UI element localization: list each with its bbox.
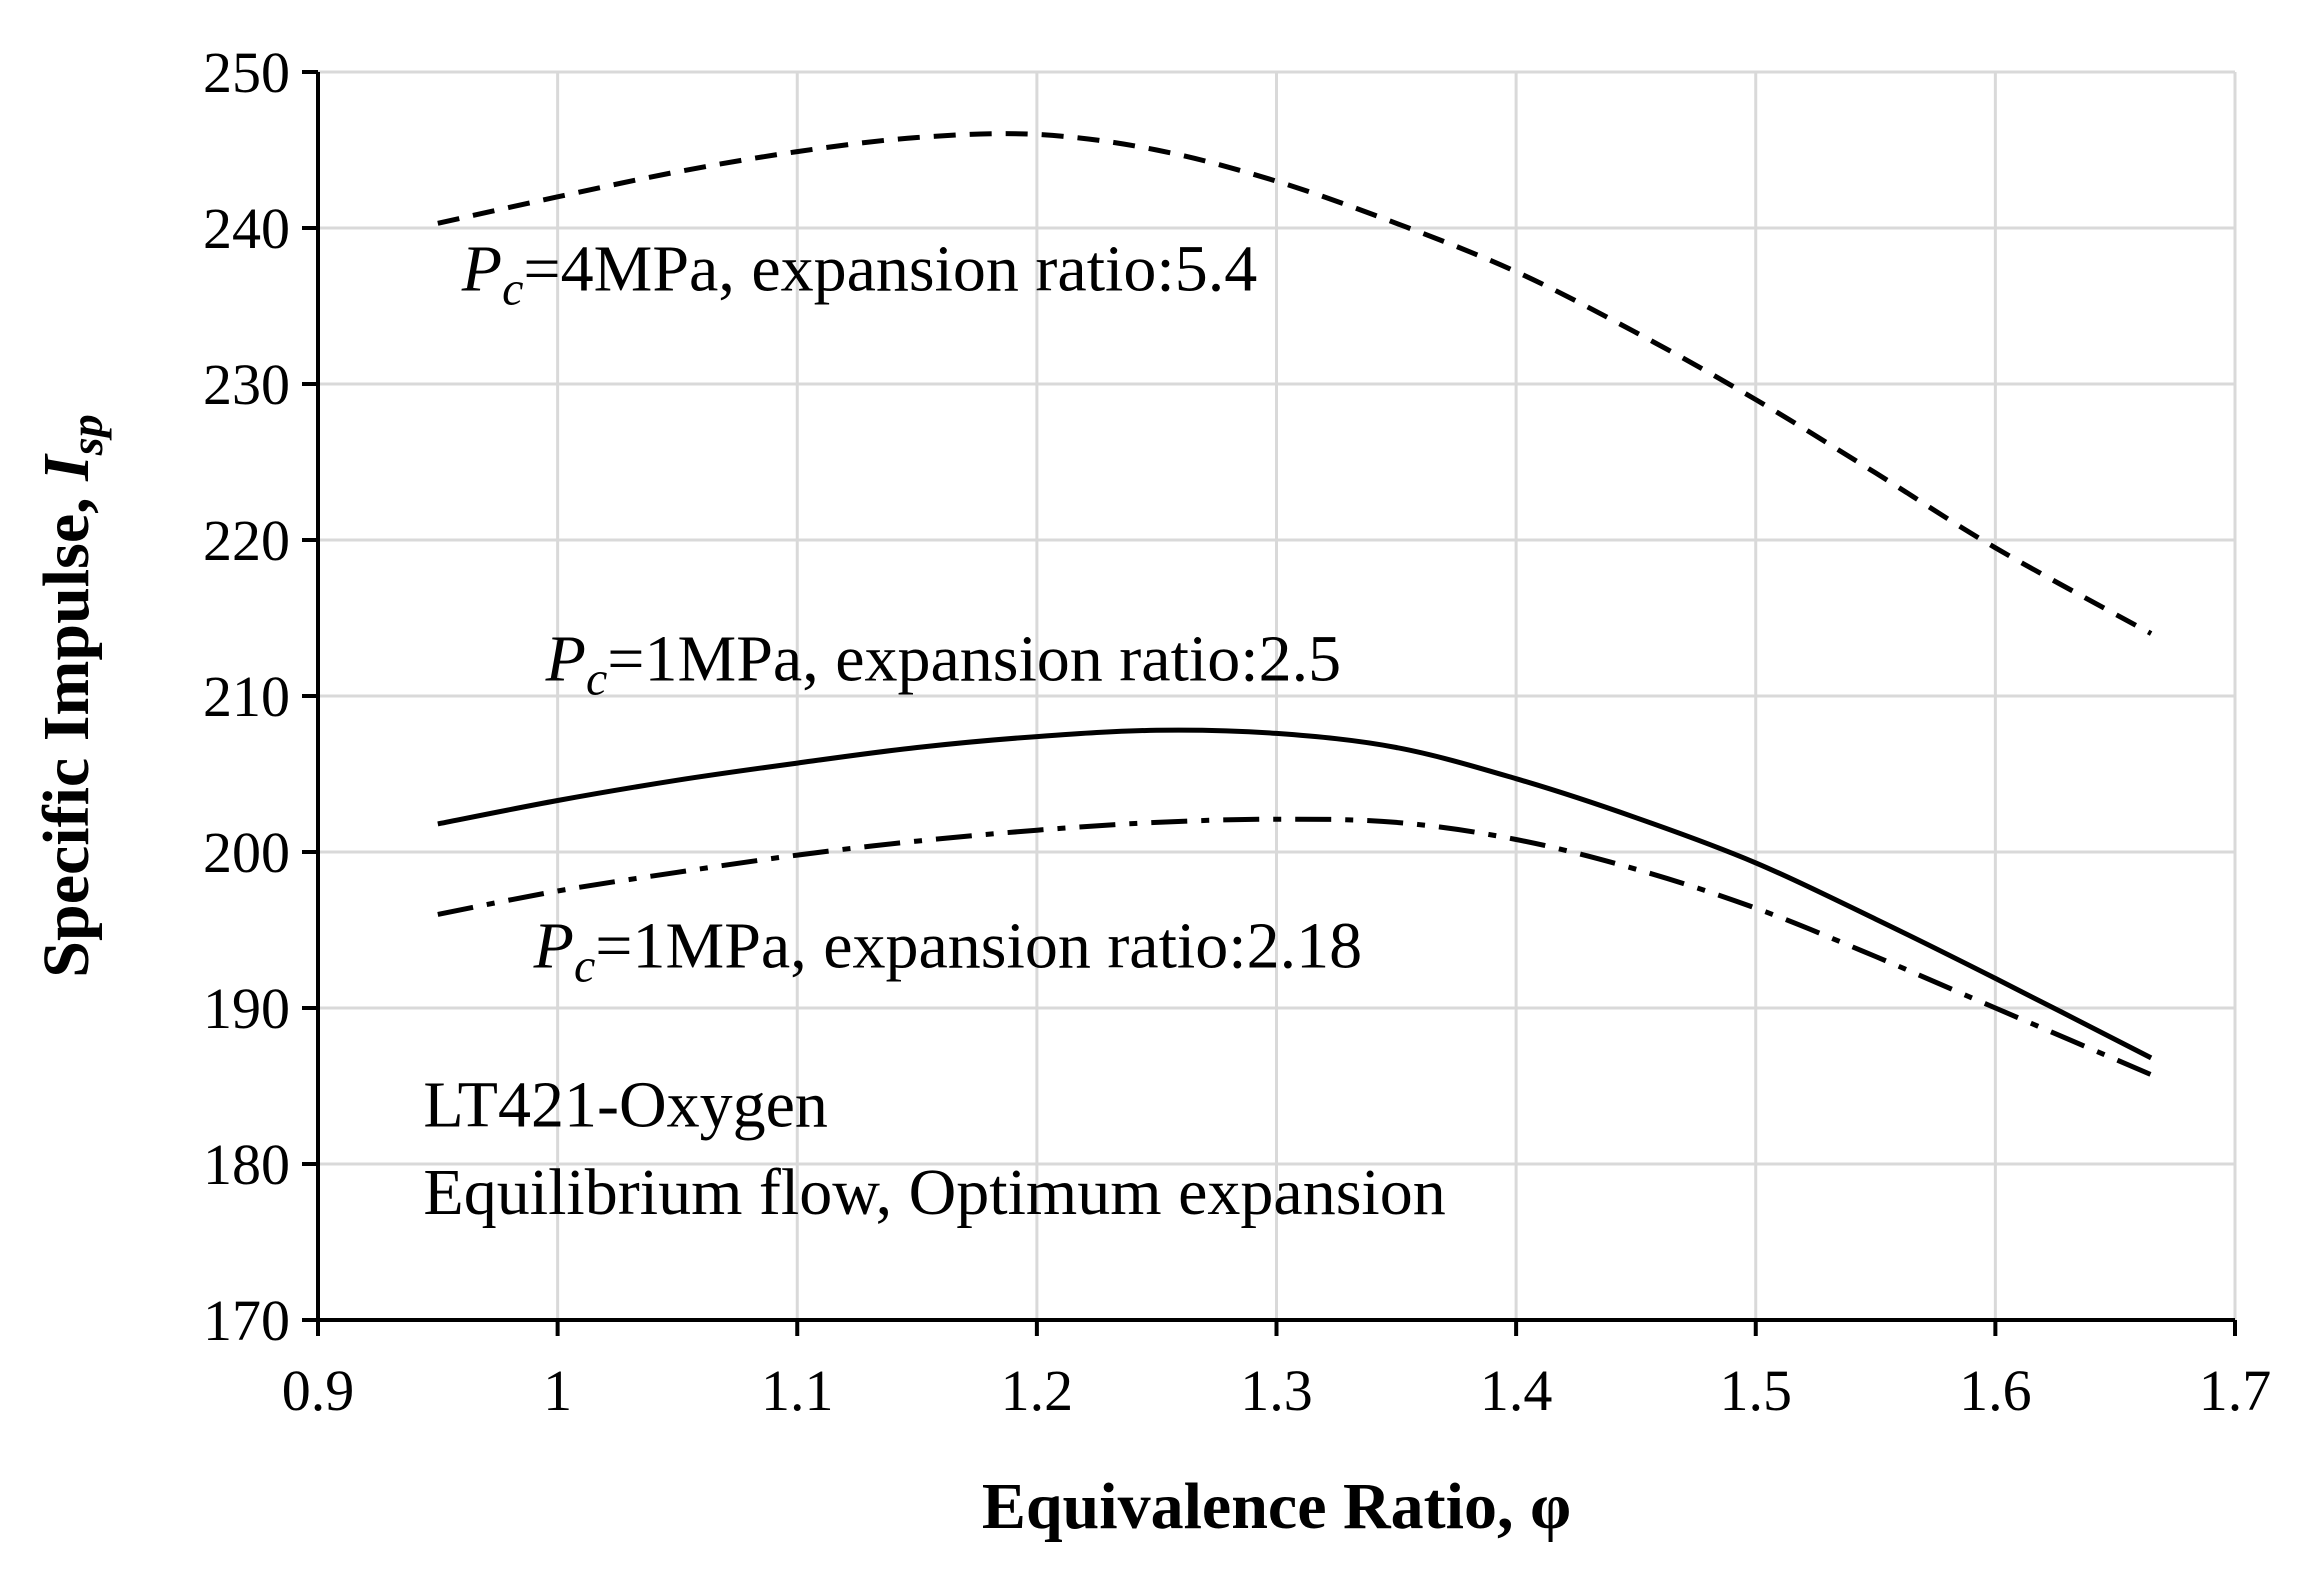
anno-1mpa-218-text: =1MPa, expansion ratio:2.18 bbox=[595, 909, 1362, 982]
grid-layer bbox=[318, 70, 2237, 1320]
x-tick-label: 1.3 bbox=[1240, 1358, 1313, 1423]
x-tick-label: 1.2 bbox=[1001, 1358, 1074, 1423]
anno-1mpa-25-text: =1MPa, expansion ratio:2.5 bbox=[607, 622, 1341, 695]
series-line-2 bbox=[437, 727, 2153, 1061]
y-axis-title-subscript: sp bbox=[61, 414, 112, 456]
anno-1mpa-25-symbol: P bbox=[545, 622, 586, 695]
y-tick-label: 220 bbox=[203, 508, 290, 573]
y-tick-label: 210 bbox=[203, 664, 290, 729]
tick-layer: 170 180 190 200 210 220 230 240 250 0.9 1 1.1 1.2 1.3… bbox=[203, 40, 2271, 1423]
y-axis-title-main: Specific Impulse, bbox=[30, 481, 103, 978]
x-tick-label: 1.5 bbox=[1720, 1358, 1793, 1423]
y-tick-label: 180 bbox=[203, 1132, 290, 1197]
y-tick-label: 240 bbox=[203, 196, 290, 261]
x-tick-label: 1.1 bbox=[761, 1358, 834, 1423]
anno-4mpa: Pc=4MPa, expansion ratio:5.4 bbox=[461, 232, 1257, 315]
x-axis-title: Equivalence Ratio, φ bbox=[982, 1470, 1571, 1543]
anno-4mpa-text: =4MPa, expansion ratio:5.4 bbox=[523, 232, 1257, 305]
series-layer bbox=[437, 131, 2165, 1083]
y-axis-title-symbol: I bbox=[30, 453, 103, 482]
annotation-layer: Pc=4MPa, expansion ratio:5.4Pc=1MPa, exp… bbox=[423, 232, 1445, 1229]
anno-1mpa-25: Pc=1MPa, expansion ratio:2.5 bbox=[545, 622, 1341, 705]
anno-4mpa-subscript: c bbox=[502, 262, 523, 315]
y-tick-label: 250 bbox=[203, 40, 290, 105]
axis-layer bbox=[302, 70, 2237, 1336]
x-tick-label: 1 bbox=[543, 1358, 572, 1423]
anno-1mpa-218-subscript: c bbox=[574, 939, 595, 992]
anno-conditions: Equilibrium flow, Optimum expansion bbox=[423, 1156, 1445, 1229]
anno-1mpa-218-symbol: P bbox=[533, 909, 574, 982]
y-tick-label: 170 bbox=[203, 1288, 290, 1353]
series-line-3 bbox=[437, 816, 2165, 1083]
anno-1mpa-218: Pc=1MPa, expansion ratio:2.18 bbox=[533, 909, 1362, 992]
y-tick-label: 190 bbox=[203, 976, 290, 1041]
anno-4mpa-symbol: P bbox=[461, 232, 502, 305]
x-tick-label: 1.6 bbox=[1959, 1358, 2032, 1423]
y-tick-label: 230 bbox=[203, 352, 290, 417]
anno-1mpa-25-subscript: c bbox=[586, 652, 607, 705]
x-tick-label: 1.7 bbox=[2199, 1358, 2272, 1423]
x-tick-label: 0.9 bbox=[282, 1358, 355, 1423]
anno-propellant: LT421-Oxygen bbox=[423, 1069, 828, 1142]
y-axis-title: Specific Impulse, Isp bbox=[30, 414, 112, 977]
y-tick-label: 200 bbox=[203, 820, 290, 885]
x-tick-label: 1.4 bbox=[1480, 1358, 1553, 1423]
